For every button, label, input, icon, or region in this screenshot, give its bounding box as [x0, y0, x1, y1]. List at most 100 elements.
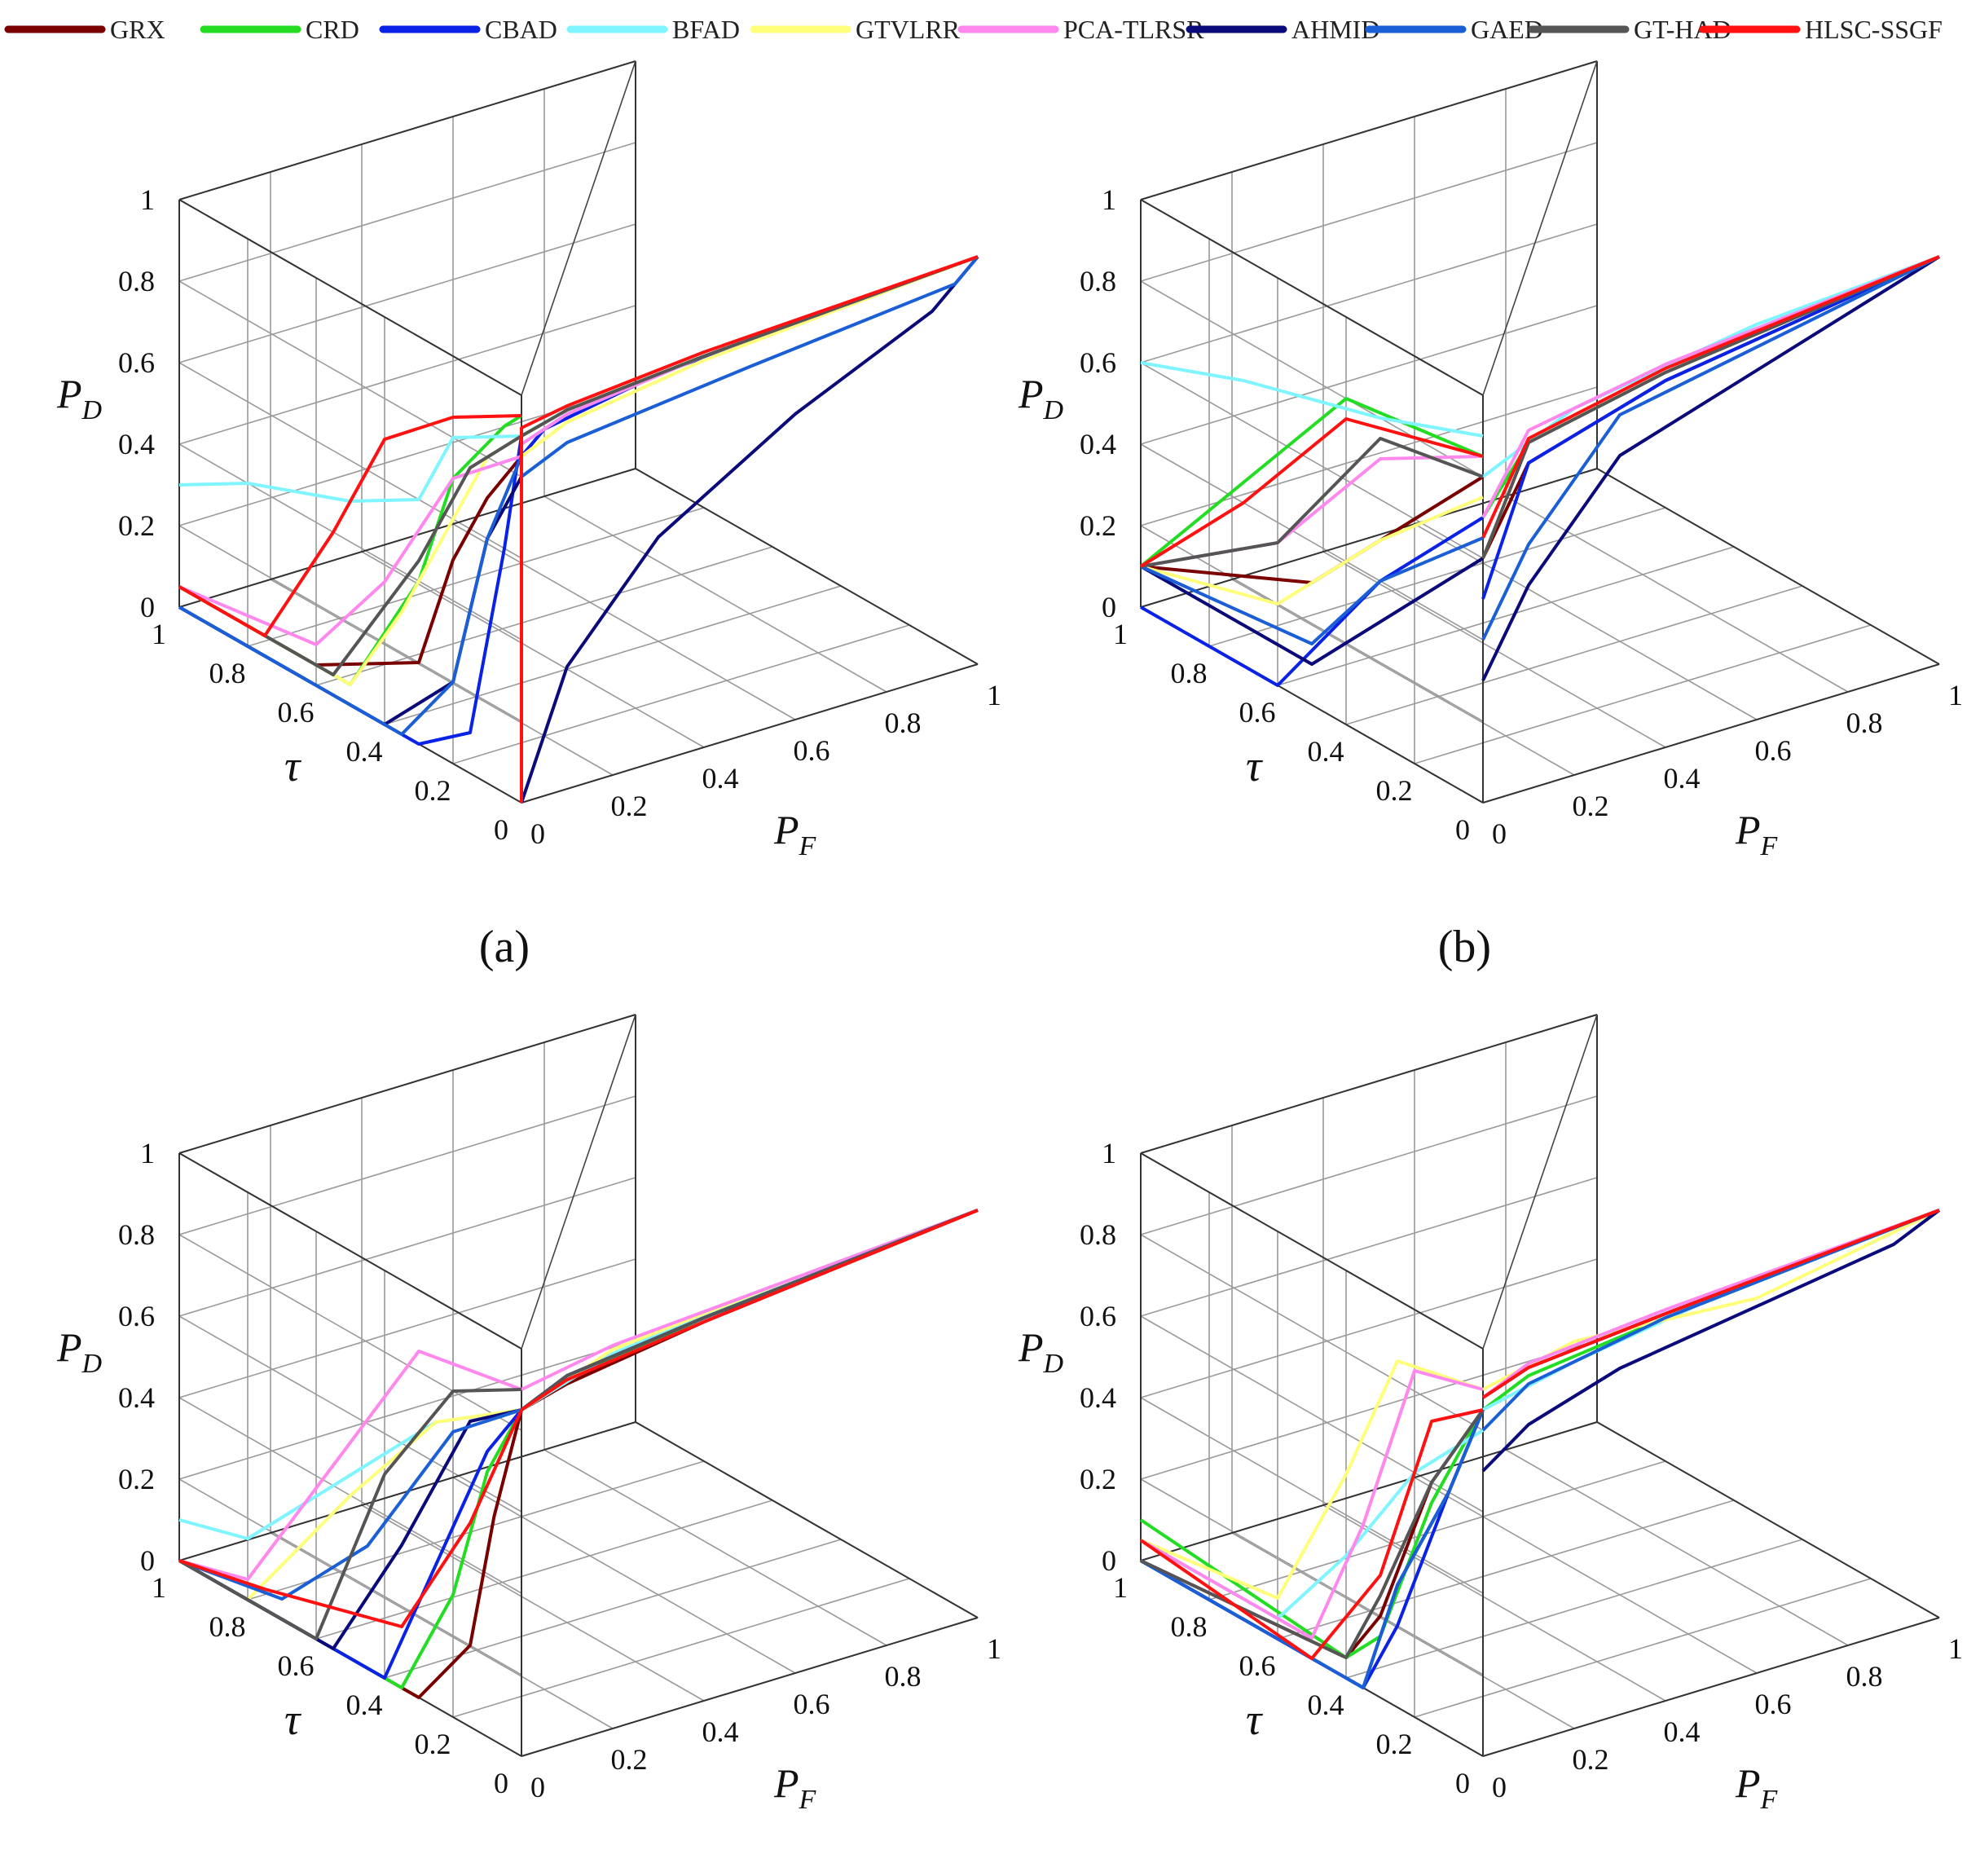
curve-pd-pf-hlsc-ssgf	[1481, 255, 1940, 539]
panel-caption: (a)	[479, 922, 530, 972]
legend-label: GTVLRR	[856, 15, 961, 44]
pf-axis-title: PF	[773, 1760, 817, 1815]
tau-tick-label: 0	[494, 813, 508, 846]
pf-tick-label: 0.8	[885, 1660, 922, 1693]
axis-edge	[178, 60, 636, 200]
grid	[178, 1014, 979, 1757]
pd-tick-label: 0.8	[118, 265, 155, 297]
gridline	[178, 362, 522, 559]
curve-pd-tau-hlsc-ssgf	[178, 1409, 523, 1628]
pf-axis-title: PF	[1735, 807, 1779, 861]
tau-tick-label: 0.8	[209, 657, 246, 689]
gridline	[1140, 1478, 1484, 1676]
gridline	[1231, 579, 1575, 776]
gridline	[178, 1177, 636, 1317]
legend-entry-ahmid: AHMID	[1186, 15, 1379, 44]
pd-axis-title: PD	[56, 1324, 103, 1379]
pf-tick-label: 0.4	[1664, 762, 1701, 795]
gridline	[1322, 551, 1666, 748]
pf-axis-title: PF	[773, 807, 817, 861]
tau-tick-label: 0.6	[278, 1649, 315, 1682]
curve-pd-tau-gt-had	[178, 1388, 522, 1640]
curve-pd-pf-crd	[520, 1209, 979, 1411]
curve-pd-pf-gt-had	[1481, 255, 1940, 559]
curve-pd-tau-pca-tlrsr	[178, 1350, 522, 1581]
curve-pd-pf-hlsc-ssgf	[1481, 1209, 1940, 1399]
tau-axis-title: τ	[284, 1695, 301, 1744]
pf-tick-label: 0.8	[1846, 1660, 1883, 1693]
curve-pd-pf-bfad	[520, 1209, 979, 1411]
curve-pd-tau-gt-had	[178, 434, 523, 676]
curve-pd-pf-cbad	[1481, 255, 1940, 600]
curve-pd-tau-bfad	[178, 434, 522, 503]
curve-pd-tau-crd	[178, 414, 523, 686]
curve-pd-pf-gaed	[1481, 1209, 1940, 1432]
curve-pd-pf-hlsc-ssgf	[520, 1209, 979, 1411]
pd-tick-label: 0	[1102, 1544, 1116, 1577]
pd-tick-label: 1	[140, 183, 155, 216]
legend-entry-hlsc-ssgf: HLSC-SSGF	[1699, 15, 1943, 44]
curves	[1139, 255, 1941, 687]
gridline	[1140, 1340, 1598, 1480]
curve-pd-pf-ahmid	[520, 255, 979, 804]
curve-pd-pf-pca-tlrsr	[1481, 1209, 1940, 1399]
pf-tick-label: 0.8	[1846, 707, 1883, 739]
axis-box	[1140, 1014, 1940, 1757]
pf-tick-label: 0.2	[611, 790, 648, 822]
pf-tick-label: 0	[1492, 1771, 1507, 1803]
legend-entry-grx: GRX	[4, 15, 165, 44]
tau-tick-label: 1	[1113, 1571, 1128, 1604]
gridline	[1414, 523, 1758, 720]
axis-edge	[178, 199, 522, 396]
pf-tick-label: 1	[987, 679, 1001, 711]
pf-tick-label: 0.2	[611, 1743, 648, 1776]
gridline	[452, 1477, 796, 1674]
pd-tick-label: 0.6	[118, 346, 155, 379]
pd-tick-label: 0.6	[1080, 346, 1116, 379]
curve-pd-pf-grx	[521, 1209, 979, 1411]
gridline	[1140, 223, 1598, 363]
curve-pd-pf-gtvlrr	[520, 1209, 979, 1411]
gridline	[270, 579, 614, 776]
gridline	[1140, 1258, 1598, 1398]
gridline	[178, 1340, 636, 1480]
axis-edge	[1596, 468, 1940, 665]
legend-label: CRD	[306, 15, 359, 44]
gridline	[1345, 585, 1803, 725]
curve-pd-pf-ahmid	[1481, 255, 1941, 681]
tau-tick-label: 0.8	[1171, 1610, 1208, 1643]
axis-edge	[178, 1014, 636, 1154]
curve-pd-tau-gtvlrr	[1140, 1359, 1484, 1600]
diagonal-line	[1482, 60, 1598, 396]
gridline	[361, 551, 705, 748]
tau-tick-label: 0.4	[1308, 735, 1344, 768]
pd-tick-label: 0.6	[118, 1300, 155, 1332]
pf-tick-label: 0.4	[1664, 1715, 1701, 1748]
axis-edge	[1140, 199, 1484, 396]
axis-edge	[635, 468, 979, 665]
gridline	[1140, 443, 1484, 641]
legend-label: AHMID	[1291, 15, 1379, 44]
curve-pd-tau-bfad	[1140, 361, 1484, 438]
pd-tick-label: 0.2	[1080, 509, 1116, 542]
legend-label: PCA-TLRSR	[1063, 15, 1204, 44]
curves	[178, 255, 979, 804]
curve-pd-tau-hlsc-ssgf	[1139, 417, 1484, 568]
pd-tick-label: 0.8	[1080, 1218, 1116, 1251]
gridline	[361, 1504, 705, 1702]
tau-axis-title: τ	[1246, 1695, 1263, 1744]
tau-axis-title: τ	[1246, 742, 1263, 790]
axis-titles: PD τ PF	[1018, 371, 1779, 861]
tau-tick-label: 0.8	[1171, 657, 1208, 689]
gridline	[1414, 1477, 1758, 1674]
tau-tick-label: 0.2	[415, 1728, 451, 1760]
pf-tick-label: 0.6	[1755, 734, 1792, 767]
pd-tick-label: 0.4	[118, 1381, 155, 1414]
curve-pd-tau-crd	[1139, 397, 1484, 568]
gridline	[1140, 1397, 1484, 1594]
